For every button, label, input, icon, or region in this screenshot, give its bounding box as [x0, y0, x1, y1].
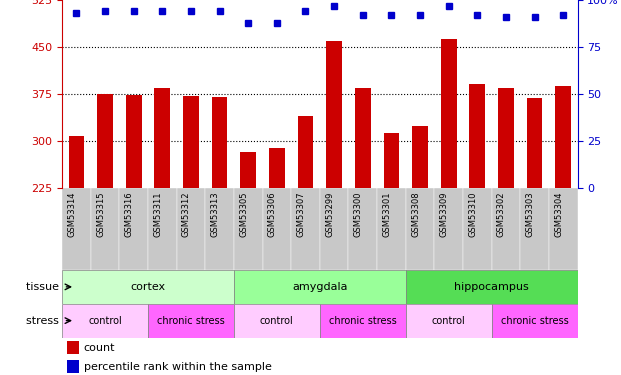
Text: GSM53307: GSM53307	[296, 192, 306, 237]
Bar	[67, 360, 79, 373]
Text: tissue: tissue	[25, 282, 62, 292]
Bar	[326, 40, 342, 188]
Text: chronic stress: chronic stress	[501, 316, 568, 326]
Text: GSM53305: GSM53305	[239, 192, 248, 237]
Text: percentile rank within the sample: percentile rank within the sample	[84, 362, 271, 372]
Bar	[406, 270, 578, 304]
Bar	[206, 188, 234, 270]
Bar	[269, 148, 285, 188]
Bar	[68, 136, 84, 188]
Bar	[119, 188, 148, 270]
Text: GSM53315: GSM53315	[96, 192, 105, 237]
Text: GSM53314: GSM53314	[68, 192, 76, 237]
Bar	[234, 270, 406, 304]
Bar	[62, 270, 234, 304]
Text: chronic stress: chronic stress	[157, 316, 225, 326]
Bar	[441, 39, 456, 188]
Text: GSM53308: GSM53308	[411, 192, 420, 237]
Bar	[492, 304, 578, 338]
Bar	[492, 188, 520, 270]
Bar	[469, 84, 485, 188]
Bar	[384, 132, 399, 188]
Text: GSM53312: GSM53312	[182, 192, 191, 237]
Bar	[520, 188, 549, 270]
Text: control: control	[88, 316, 122, 326]
Bar	[183, 96, 199, 188]
Bar	[126, 95, 142, 188]
Bar	[555, 86, 571, 188]
Bar	[62, 304, 148, 338]
Bar	[234, 188, 263, 270]
Text: GSM53304: GSM53304	[554, 192, 563, 237]
Bar	[412, 126, 428, 188]
Text: GSM53300: GSM53300	[354, 192, 363, 237]
Bar	[348, 188, 377, 270]
Bar	[355, 87, 371, 188]
Text: GSM53299: GSM53299	[325, 192, 334, 237]
Bar	[67, 341, 79, 354]
Text: GSM53316: GSM53316	[125, 192, 134, 237]
Text: GSM53306: GSM53306	[268, 192, 277, 237]
Text: hippocampus: hippocampus	[454, 282, 529, 292]
Bar	[549, 188, 578, 270]
Text: cortex: cortex	[130, 282, 166, 292]
Text: count: count	[84, 343, 116, 353]
Bar	[498, 87, 514, 188]
Text: GSM53303: GSM53303	[525, 192, 535, 237]
Text: GSM53302: GSM53302	[497, 192, 506, 237]
Bar	[406, 188, 434, 270]
Text: control: control	[432, 316, 466, 326]
Bar	[176, 188, 206, 270]
Bar	[434, 188, 463, 270]
Text: control: control	[260, 316, 294, 326]
Bar	[148, 188, 176, 270]
Bar	[263, 188, 291, 270]
Bar	[320, 188, 348, 270]
Text: amygdala: amygdala	[292, 282, 348, 292]
Bar	[155, 87, 170, 188]
Bar	[297, 116, 314, 188]
Text: GSM53309: GSM53309	[440, 192, 448, 237]
Text: GSM53310: GSM53310	[468, 192, 478, 237]
Text: chronic stress: chronic stress	[329, 316, 397, 326]
Text: GSM53313: GSM53313	[211, 192, 220, 237]
Bar	[212, 97, 227, 188]
Bar	[240, 152, 256, 188]
Bar	[91, 188, 119, 270]
Bar	[148, 304, 234, 338]
Text: GSM53311: GSM53311	[153, 192, 162, 237]
Text: GSM53301: GSM53301	[383, 192, 391, 237]
Bar	[320, 304, 406, 338]
Bar	[463, 188, 492, 270]
Bar	[527, 98, 543, 188]
Bar	[377, 188, 406, 270]
Bar	[291, 188, 320, 270]
Bar	[406, 304, 492, 338]
Bar	[97, 94, 113, 188]
Text: stress: stress	[25, 316, 62, 326]
Bar	[234, 304, 320, 338]
Bar	[62, 188, 91, 270]
